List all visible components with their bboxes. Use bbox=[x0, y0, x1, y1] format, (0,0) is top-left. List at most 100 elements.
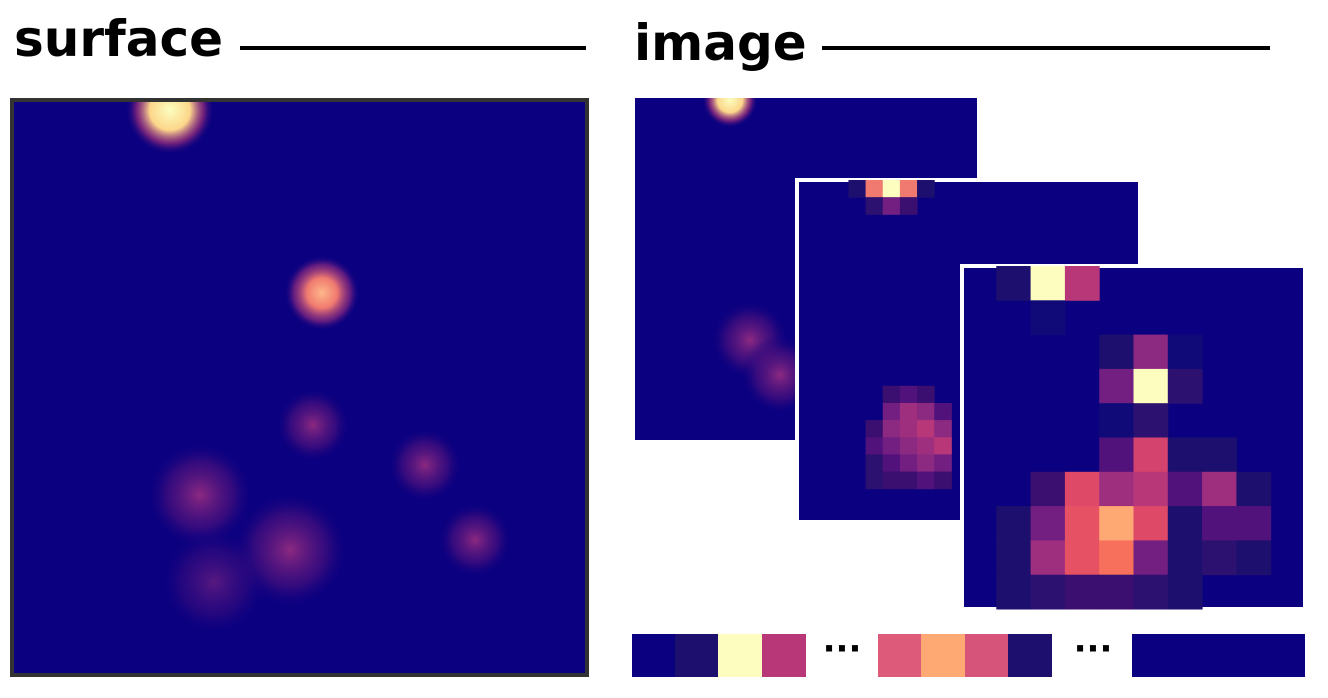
pixel bbox=[1064, 266, 1100, 301]
pixel bbox=[1175, 634, 1219, 677]
pixel bbox=[882, 402, 901, 421]
pixel bbox=[1133, 403, 1169, 438]
pixel bbox=[899, 385, 918, 404]
pixel bbox=[1099, 540, 1134, 576]
pixel bbox=[1132, 634, 1176, 677]
pixel bbox=[762, 634, 806, 677]
pixel bbox=[1030, 266, 1066, 301]
pixel bbox=[965, 634, 1009, 677]
pixel bbox=[899, 197, 918, 215]
pixel bbox=[878, 634, 922, 677]
pixel bbox=[1030, 506, 1066, 541]
pixel bbox=[865, 420, 884, 438]
pixel bbox=[865, 471, 884, 490]
pixel bbox=[996, 506, 1032, 541]
pixel bbox=[1064, 540, 1100, 576]
ellipsis: ··· bbox=[1074, 629, 1113, 669]
pixel bbox=[882, 454, 901, 473]
pixel bbox=[865, 180, 884, 198]
pixel bbox=[1167, 334, 1203, 370]
pixel bbox=[996, 266, 1032, 301]
pixel bbox=[882, 471, 901, 490]
pixel bbox=[882, 420, 901, 438]
pixel bbox=[882, 385, 901, 404]
pixel bbox=[1167, 540, 1203, 576]
pixel bbox=[1236, 471, 1272, 507]
pixel bbox=[899, 420, 918, 438]
pixel bbox=[1099, 471, 1134, 507]
pixel bbox=[917, 420, 935, 438]
pixel bbox=[1133, 471, 1169, 507]
pixel bbox=[917, 180, 935, 198]
pixel bbox=[1167, 437, 1203, 473]
pixel bbox=[917, 471, 935, 490]
pixel bbox=[1202, 506, 1237, 541]
pixel bbox=[921, 634, 965, 677]
pixel bbox=[1167, 506, 1203, 541]
pixel bbox=[996, 540, 1032, 576]
pixel bbox=[848, 180, 867, 198]
pixel bbox=[1099, 437, 1134, 473]
pixel bbox=[1008, 634, 1052, 677]
pixel bbox=[934, 437, 952, 455]
pixel bbox=[1030, 471, 1066, 507]
pixel bbox=[1099, 506, 1134, 541]
image-layer-3 bbox=[960, 264, 1307, 611]
pixel bbox=[917, 385, 935, 404]
pixel bbox=[1133, 437, 1169, 473]
pixel bbox=[1133, 334, 1169, 370]
pixel bbox=[1236, 506, 1272, 541]
pixel bbox=[934, 471, 952, 490]
pixel bbox=[1236, 540, 1272, 576]
surface bbox=[10, 98, 589, 677]
pixel bbox=[1133, 540, 1169, 576]
pixel-vector bbox=[632, 634, 1305, 677]
pixel bbox=[899, 180, 918, 198]
pixel bbox=[865, 197, 884, 215]
pixel bbox=[1202, 471, 1237, 507]
pixel bbox=[675, 634, 719, 677]
image-title: image bbox=[634, 14, 807, 72]
pixel bbox=[1064, 471, 1100, 507]
pixel bbox=[1202, 437, 1237, 473]
pixel bbox=[1099, 403, 1134, 438]
pixel bbox=[1133, 574, 1169, 610]
pixel bbox=[917, 437, 935, 455]
pixel bbox=[899, 454, 918, 473]
pixel bbox=[882, 437, 901, 455]
pixel bbox=[865, 437, 884, 455]
pixel bbox=[1030, 300, 1066, 336]
pixel bbox=[899, 402, 918, 421]
pixel bbox=[899, 471, 918, 490]
pixel bbox=[1167, 471, 1203, 507]
pixel bbox=[882, 197, 901, 215]
pixel bbox=[865, 454, 884, 473]
pixel bbox=[1133, 506, 1169, 541]
pixel bbox=[1218, 634, 1262, 677]
surface-title: surface bbox=[14, 10, 223, 68]
pixel bbox=[899, 437, 918, 455]
pixel bbox=[1064, 506, 1100, 541]
pixel bbox=[882, 180, 901, 198]
pixel bbox=[1099, 334, 1134, 370]
pixel bbox=[1133, 368, 1169, 404]
pixel bbox=[934, 420, 952, 438]
pixel bbox=[1030, 574, 1066, 610]
pixel bbox=[718, 634, 762, 677]
ellipsis: ··· bbox=[823, 629, 862, 669]
pixel bbox=[1167, 574, 1203, 610]
pixel bbox=[917, 402, 935, 421]
pixel bbox=[1064, 574, 1100, 610]
pixel bbox=[1099, 574, 1134, 610]
pixel bbox=[934, 454, 952, 473]
pixel bbox=[1099, 368, 1134, 404]
pixel bbox=[1030, 540, 1066, 576]
pixel bbox=[917, 454, 935, 473]
pixel bbox=[632, 634, 676, 677]
pixel bbox=[996, 574, 1032, 610]
pixel bbox=[934, 402, 952, 421]
pixel bbox=[1202, 540, 1237, 576]
pixel bbox=[1261, 634, 1305, 677]
pixel bbox=[1167, 368, 1203, 404]
